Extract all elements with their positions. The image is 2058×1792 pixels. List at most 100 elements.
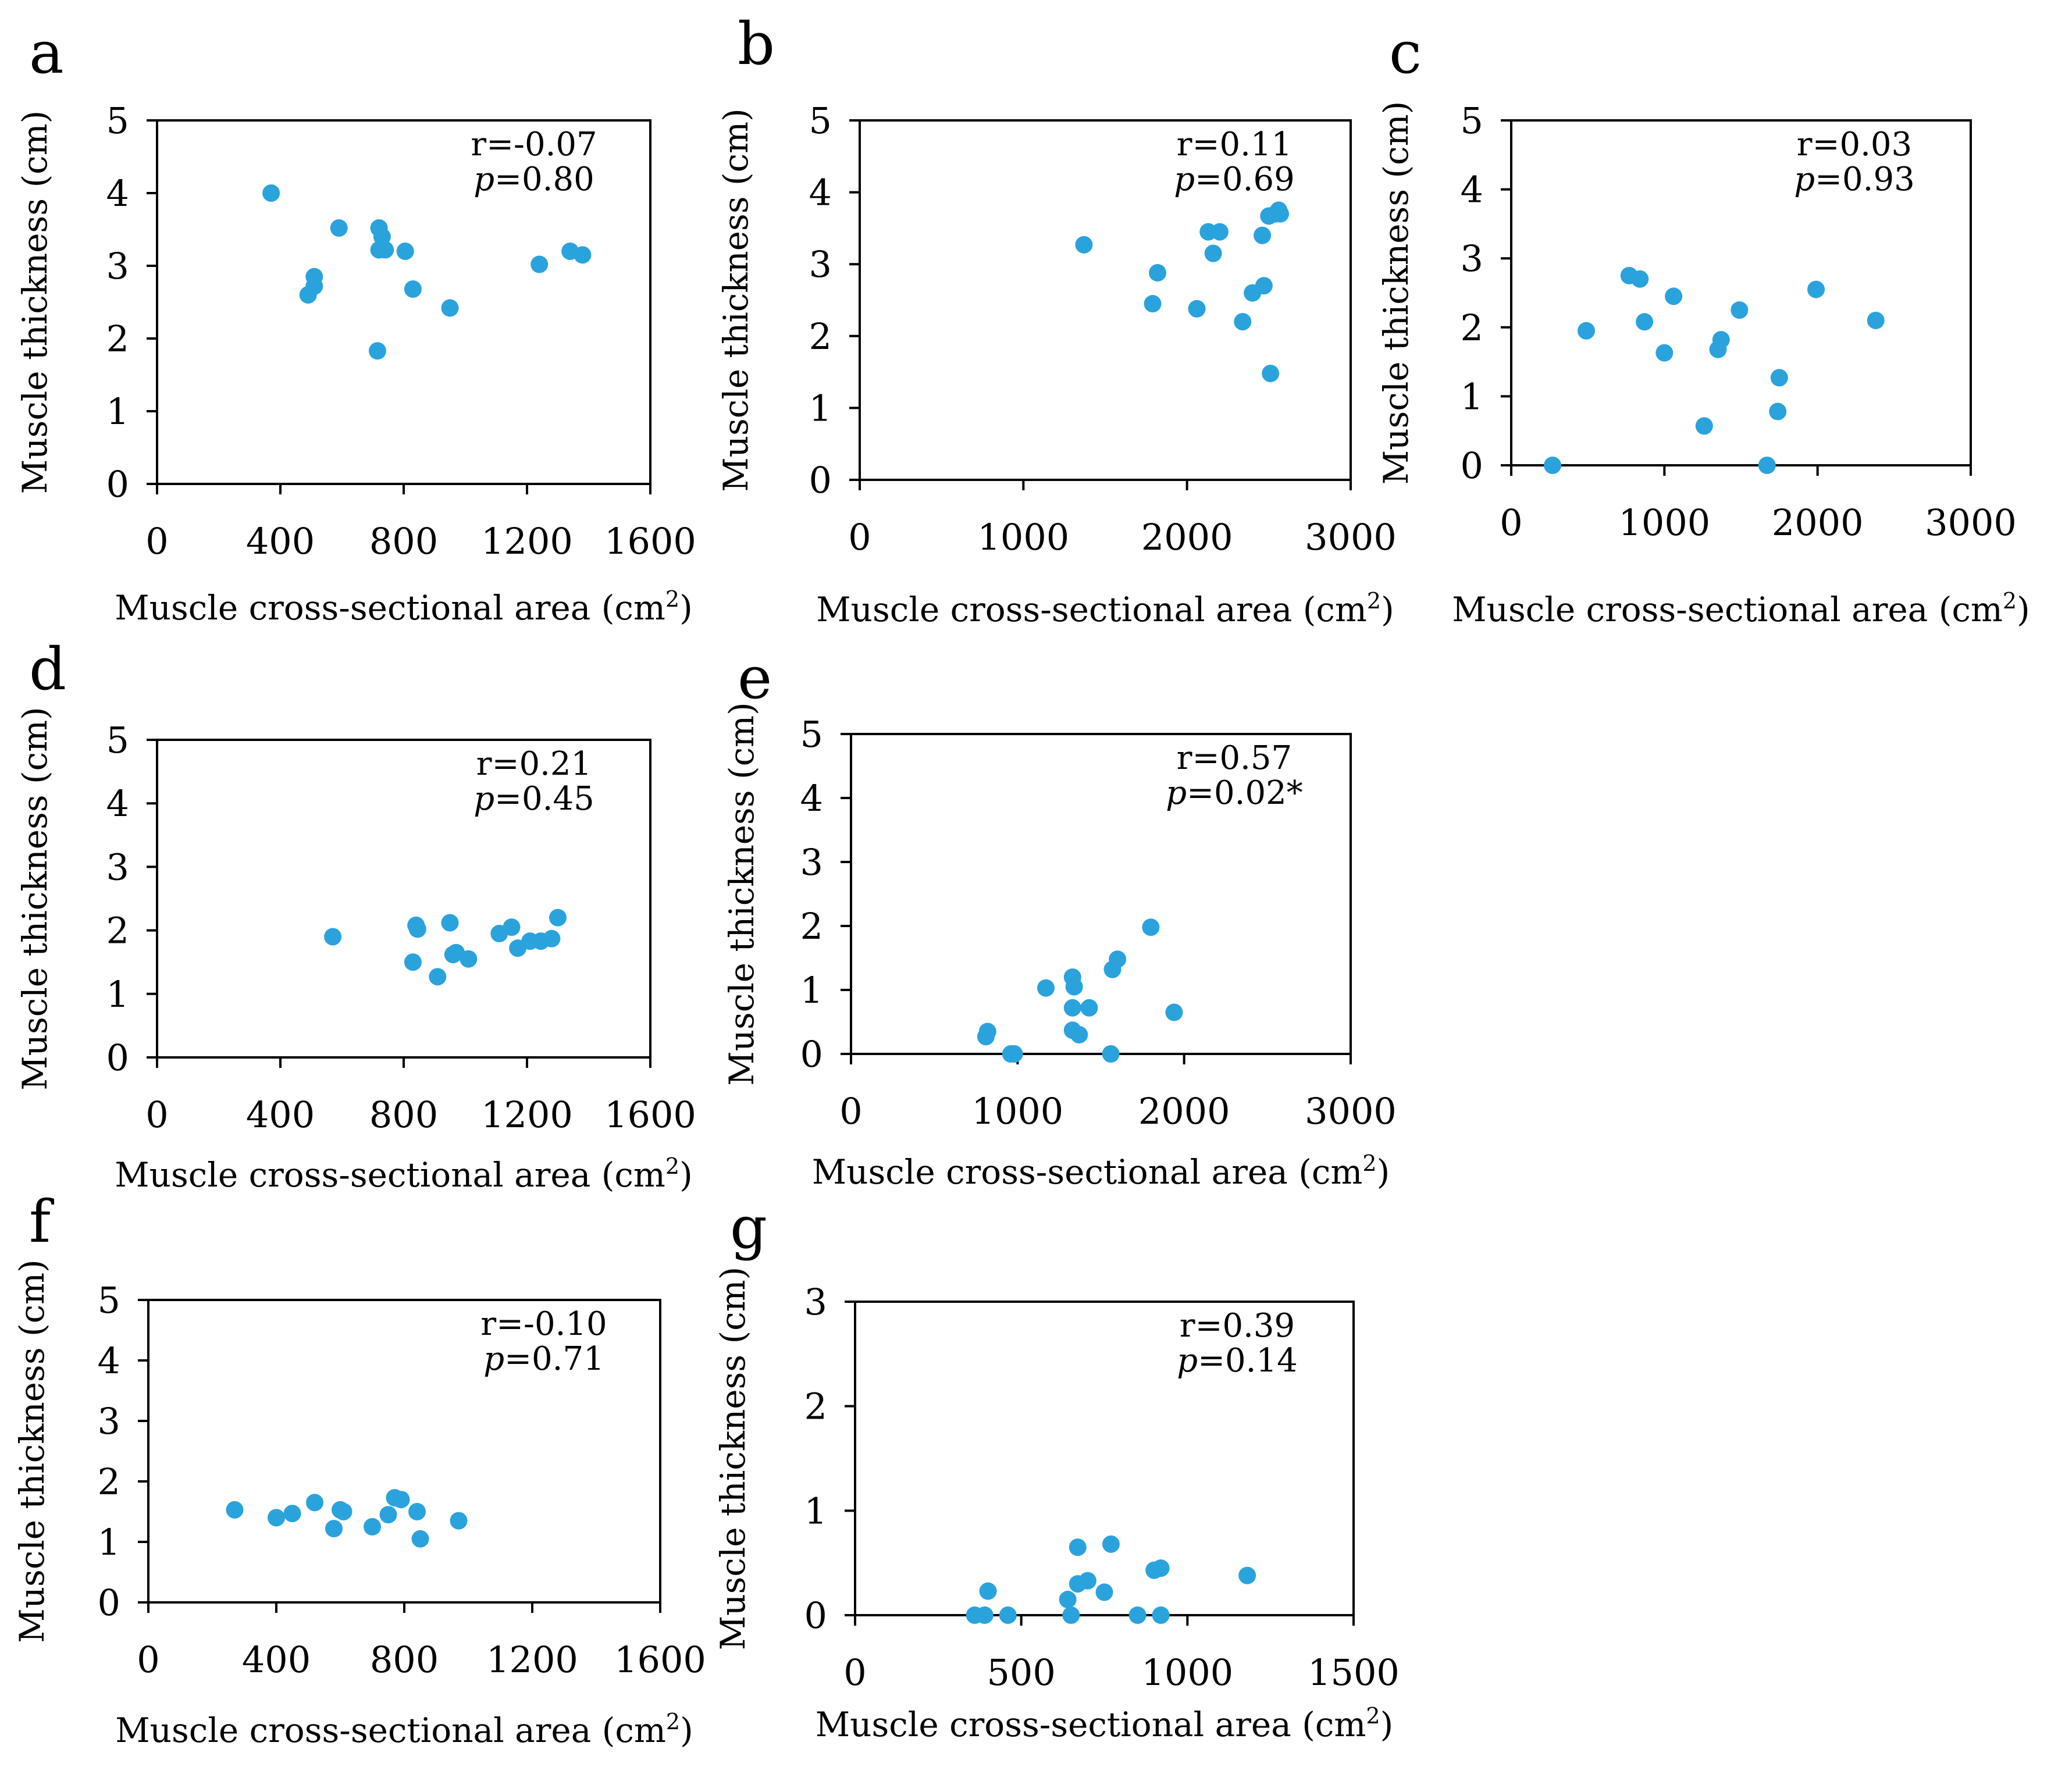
scatter-point [396, 243, 414, 260]
x-tick-label: 3000 [1305, 516, 1397, 558]
y-tick-label: 2 [106, 910, 129, 952]
x-axis-title-superscript: 2 [2003, 588, 2017, 614]
scatter-point [503, 918, 521, 936]
y-axis-title: Muscle thickness (cm) [15, 111, 55, 494]
scatter-point [330, 219, 348, 237]
x-axis-title: Muscle cross-sectional area (cm2) [816, 588, 1394, 629]
panel-letter: g [730, 1194, 767, 1262]
scatter-point [450, 1512, 468, 1530]
scatter-point [1078, 1572, 1096, 1590]
scatter-point [1769, 402, 1787, 421]
x-tick-label: 1000 [1141, 1651, 1233, 1694]
y-tick-label: 5 [809, 99, 832, 142]
y-tick-label: 2 [800, 905, 823, 947]
correlation-r: r=-0.07 [471, 126, 597, 163]
x-tick-label: 0 [1500, 501, 1522, 544]
scatter-point [1238, 1566, 1256, 1584]
scatter-point [368, 342, 386, 360]
correlation-r: r=-0.10 [480, 1305, 607, 1343]
y-tick-label: 4 [800, 777, 823, 820]
panel-letter: e [738, 644, 772, 712]
x-tick-label: 2000 [1141, 516, 1233, 558]
y-tick-label: 1 [809, 387, 832, 429]
x-tick-label: 400 [246, 1093, 315, 1136]
y-tick-label: 3 [98, 1400, 120, 1442]
scatter-point [1075, 236, 1093, 254]
x-axis-title-close: ) [679, 588, 693, 628]
scatter-point [1069, 1538, 1087, 1556]
x-tick-label: 0 [848, 516, 871, 558]
y-tick-label: 5 [1461, 99, 1483, 142]
y-axis-title: Muscle thickness (cm) [15, 707, 55, 1091]
scatter-point [1544, 457, 1562, 474]
y-axis-title: Muscle thickness (cm) [716, 108, 756, 492]
x-tick-label: 800 [369, 1093, 438, 1136]
scatter-point [1631, 270, 1649, 288]
y-axis-title: Muscle thickness (cm) [1376, 101, 1416, 485]
scatter-point [1070, 1026, 1088, 1043]
scatter-point [1142, 918, 1160, 936]
x-axis-title-superscript: 2 [1366, 1703, 1380, 1729]
p-value-symbol: p [1174, 161, 1195, 198]
p-value-number: =0.02* [1187, 774, 1303, 812]
scatter-point [1262, 365, 1280, 383]
x-axis-title: Muscle cross-sectional area (cm2) [812, 1150, 1390, 1192]
y-axis-title: Muscle thickness (cm) [713, 1267, 753, 1651]
scatter-point [1095, 1583, 1113, 1601]
y-tick-label: 3 [106, 245, 129, 287]
scatter-point [226, 1501, 244, 1519]
scatter-point [1059, 1591, 1077, 1609]
p-value-number: =0.14 [1198, 1342, 1298, 1380]
p-value-number: =0.71 [504, 1340, 604, 1378]
y-tick-label: 5 [106, 719, 129, 761]
scatter-point [1144, 295, 1162, 313]
y-tick-label: 1 [804, 1490, 827, 1532]
x-tick-label: 2000 [1772, 501, 1864, 544]
y-tick-label: 5 [800, 713, 823, 756]
scatter-point [392, 1491, 410, 1509]
scatter-point [1758, 457, 1776, 474]
scatter-point [373, 228, 391, 245]
chart-panel-a: a 0 1 2 3 4 5 0 400 800 1200 1600 Muscle cross-secti… [15, 19, 696, 628]
chart-panel-f: f 0 1 2 3 4 5 0 400 800 1200 1600 Muscle cross-secti… [12, 1188, 706, 1750]
scatter-point [325, 1520, 343, 1538]
p-value: p=0.02* [1166, 774, 1302, 812]
correlation-r: r=0.11 [1177, 126, 1292, 163]
chart-panel-d: d 0 1 2 3 4 5 0 400 800 1200 1600 Muscle cross-secti… [15, 635, 696, 1195]
scatter-point [364, 1518, 381, 1536]
scatter-point [1005, 1045, 1023, 1063]
y-tick-label: 1 [106, 973, 129, 1016]
scatter-point [1152, 1606, 1170, 1624]
scatter-point [1665, 287, 1683, 305]
y-tick-label: 2 [1461, 307, 1483, 349]
scatter-point [1234, 313, 1252, 331]
scatter-point [379, 1506, 397, 1524]
y-tick-label: 5 [98, 1279, 120, 1321]
y-tick-label: 0 [1461, 444, 1483, 487]
y-tick-label: 3 [800, 841, 823, 883]
x-axis-title-superscript: 2 [1367, 588, 1381, 614]
x-tick-label: 0 [145, 1093, 168, 1136]
scatter-point [1770, 369, 1788, 387]
y-tick-label: 2 [106, 318, 129, 360]
scatter-point [1254, 226, 1272, 244]
scatter-point [1807, 280, 1825, 298]
scatter-point [1165, 1003, 1183, 1021]
scatter-point [1037, 979, 1055, 997]
panel-letter: a [29, 19, 64, 87]
p-value: p=0.45 [473, 780, 594, 818]
p-value-number: =0.45 [494, 780, 594, 818]
p-value-number: =0.93 [1815, 161, 1915, 198]
scatter-point [1731, 301, 1749, 319]
y-tick-label: 2 [809, 315, 832, 358]
x-axis-title: Muscle cross-sectional area (cm2) [115, 1709, 693, 1750]
x-tick-label: 1000 [1618, 501, 1710, 544]
x-axis-title-close: ) [680, 1711, 693, 1750]
scatter-point [975, 1606, 994, 1624]
y-tick-label: 5 [106, 99, 129, 142]
scatter-point [324, 928, 342, 946]
y-tick-label: 4 [106, 172, 129, 215]
correlation-r: r=0.21 [476, 745, 592, 783]
scatter-point [999, 1606, 1017, 1624]
plot-frame [850, 733, 1352, 1055]
